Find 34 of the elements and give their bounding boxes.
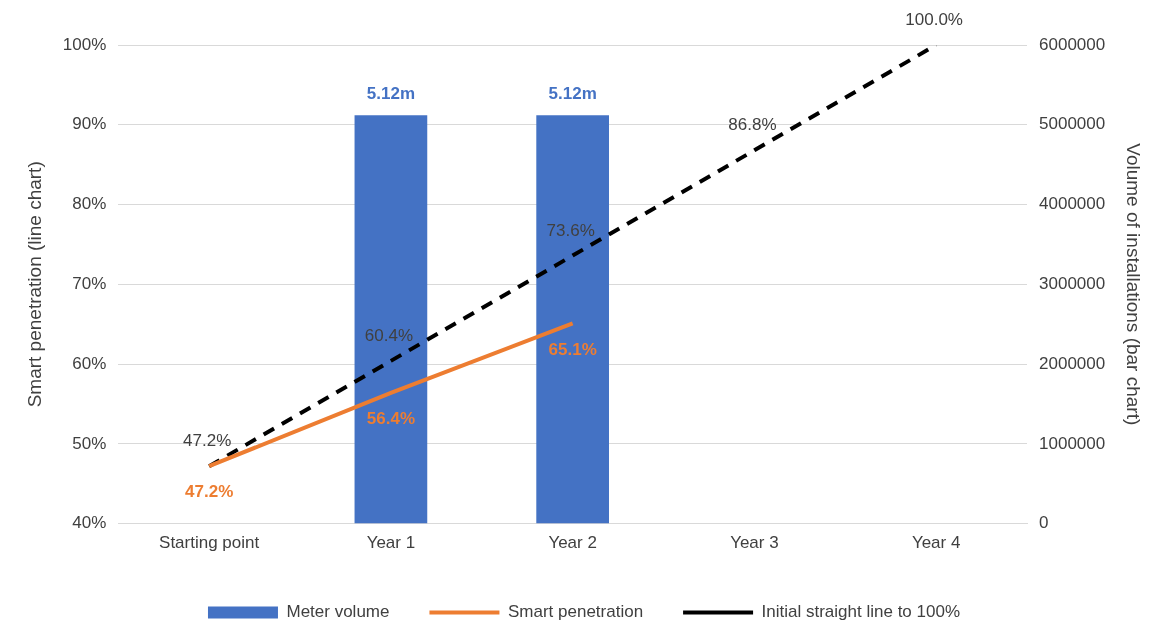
data-label: 47.2% [183, 431, 232, 451]
legend-label: Meter volume [286, 602, 390, 622]
y2-tick-label: 5000000 [1039, 114, 1106, 134]
data-label: 60.4% [364, 326, 413, 346]
y2-tick-label: 1000000 [1039, 433, 1106, 453]
y-tick-label: 100% [62, 34, 107, 54]
y-tick-label: 60% [72, 353, 107, 373]
data-label: 47.2% [185, 482, 234, 502]
x-tick-label: Year 4 [911, 533, 961, 553]
y-tick-label: 50% [72, 433, 107, 453]
y2-tick-label: 6000000 [1039, 34, 1106, 54]
data-label: 86.8% [728, 115, 777, 135]
x-tick-label: Year 2 [548, 533, 597, 553]
y2-axis-title: Volume of installations (bar chart) [1123, 143, 1145, 426]
y2-tick-label: 4000000 [1039, 194, 1106, 214]
y2-tick-label: 3000000 [1039, 273, 1106, 293]
y-axis-title: Smart penetration (line chart) [23, 161, 45, 408]
y2-tick-label: 2000000 [1039, 353, 1106, 373]
x-tick-label: Starting point [159, 533, 260, 553]
legend-label: Initial straight line to 100% [761, 602, 961, 622]
data-label: 5.12m [548, 84, 597, 104]
x-tick-label: Year 1 [366, 533, 416, 553]
data-label: 100.0% [905, 10, 963, 30]
data-label: 56.4% [366, 408, 415, 428]
x-tick-label: Year 3 [730, 533, 779, 553]
y-tick-label: 80% [72, 194, 107, 214]
y-tick-label: 40% [72, 513, 107, 533]
data-label: 5.12m [366, 84, 415, 104]
legend-label: Smart penetration [507, 602, 644, 622]
y-tick-label: 70% [72, 273, 107, 293]
data-label: 65.1% [548, 339, 597, 359]
data-label: 73.6% [546, 220, 595, 240]
y2-tick-label: 0 [1039, 513, 1049, 533]
y-tick-label: 90% [72, 114, 107, 134]
